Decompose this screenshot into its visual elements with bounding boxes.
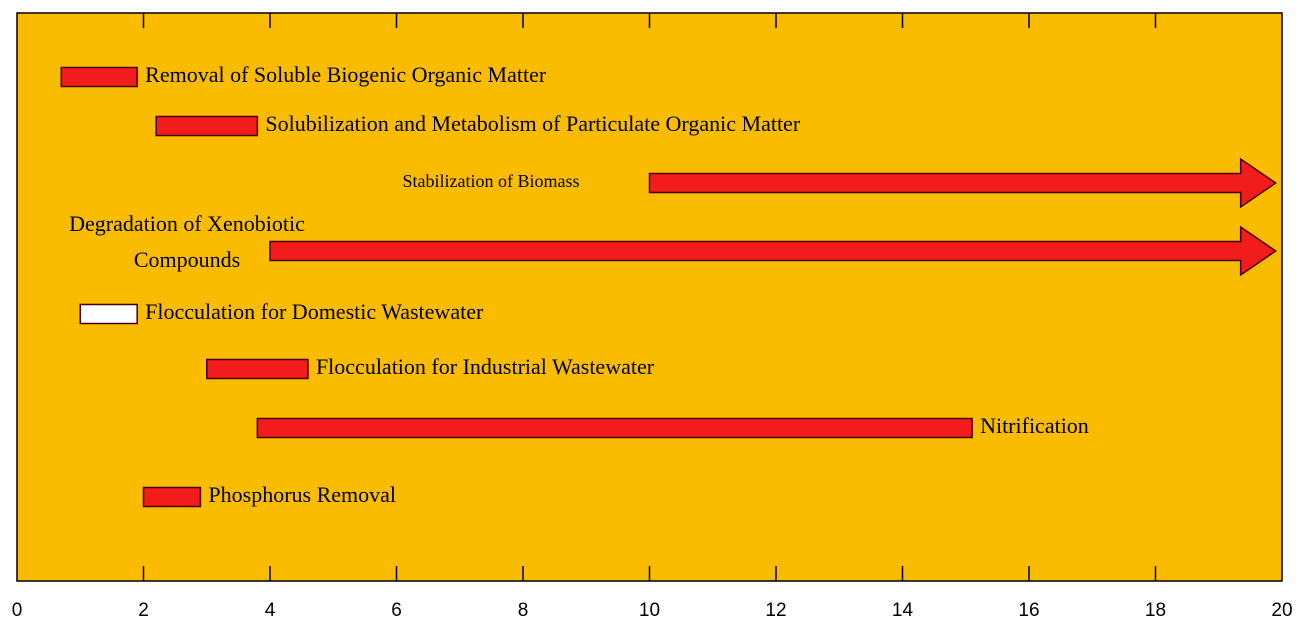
range-arrow xyxy=(269,225,1278,277)
x-tick-label: 8 xyxy=(518,600,529,621)
plot-area xyxy=(16,12,1283,582)
task-label: Flocculation for Domestic Wastewater xyxy=(145,299,484,324)
x-tick-label: 10 xyxy=(639,600,660,621)
task-label: Stabilization of Biomass xyxy=(403,171,580,191)
x-tick-label: 2 xyxy=(138,600,149,621)
x-tick-label: 12 xyxy=(765,600,786,621)
task-label: Flocculation for Industrial Wastewater xyxy=(316,354,655,379)
range-arrow xyxy=(648,157,1278,209)
x-tick-label: 18 xyxy=(1145,600,1166,621)
range-bar xyxy=(142,486,202,508)
x-tick-label: 20 xyxy=(1271,600,1292,621)
task-label: Phosphorus Removal xyxy=(208,482,396,507)
task-label: Solubilization and Metabolism of Particu… xyxy=(265,111,800,136)
range-bar xyxy=(79,303,138,325)
range-bar xyxy=(155,115,259,137)
task-label: Removal of Soluble Biogenic Organic Matt… xyxy=(145,62,547,87)
x-tick-label: 0 xyxy=(12,600,23,621)
x-tick-label: 14 xyxy=(892,600,914,621)
task-label: Nitrification xyxy=(980,413,1089,438)
range-bar xyxy=(206,358,309,380)
task-label: Compounds xyxy=(134,247,240,272)
range-bar xyxy=(60,66,138,88)
task-label: Degradation of Xenobiotic xyxy=(69,211,305,236)
x-tick-label: 6 xyxy=(391,600,402,621)
x-tick-label: 16 xyxy=(1018,600,1039,621)
range-bar xyxy=(256,417,973,439)
x-tick-label: 4 xyxy=(265,600,276,621)
